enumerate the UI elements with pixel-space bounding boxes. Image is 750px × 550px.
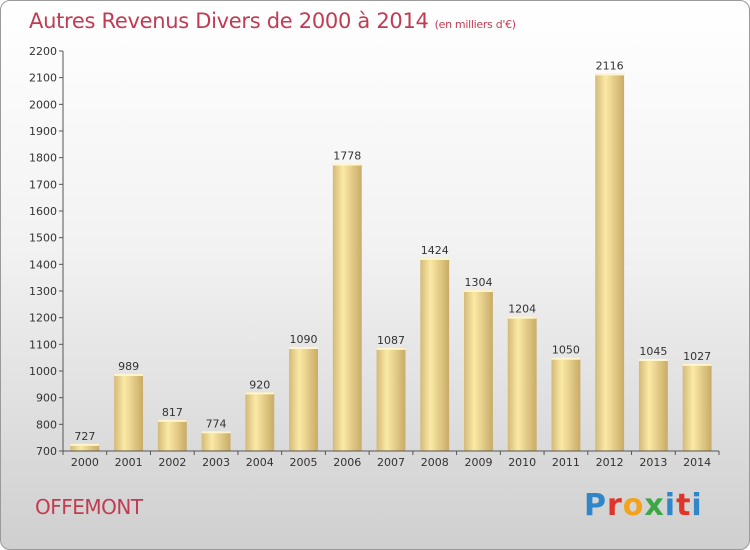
bar-2004[interactable] [245, 392, 275, 451]
y-tick-label: 1800 [29, 152, 57, 165]
bar-2003[interactable] [201, 431, 231, 451]
x-tick-label-2000: 2000 [71, 456, 99, 469]
logo-letter: r [607, 488, 623, 523]
y-tick-label: 1300 [29, 285, 57, 298]
x-tick-label-2014: 2014 [683, 456, 711, 469]
x-tick-label-2001: 2001 [115, 456, 143, 469]
x-tick-label-2003: 2003 [202, 456, 230, 469]
data-label-2006: 1778 [333, 150, 361, 163]
x-tick-label-2013: 2013 [639, 456, 667, 469]
bar-2014[interactable] [682, 363, 712, 451]
logo-letter: i [664, 488, 677, 523]
y-tick-label: 800 [36, 418, 57, 431]
data-label-2007: 1087 [377, 334, 405, 347]
bar-highlight [464, 289, 493, 292]
x-tick-label-2011: 2011 [552, 456, 580, 469]
logo-letter: o [622, 488, 645, 523]
bar-2010[interactable] [507, 316, 537, 451]
y-tick-label: 700 [36, 445, 57, 458]
x-tick-label-2006: 2006 [333, 456, 361, 469]
data-label-2014: 1027 [683, 350, 711, 363]
bar-highlight [245, 392, 275, 395]
bar-highlight [201, 431, 231, 434]
y-tick-label: 1000 [29, 365, 57, 378]
bar-highlight [638, 359, 668, 361]
bars-group: 727 989 817 774 920 1090 1778 1087 1424 1304 1204 1… [70, 59, 712, 452]
data-label-2012: 2116 [596, 59, 624, 72]
data-label-2010: 1204 [508, 303, 536, 316]
bar-highlight [332, 163, 362, 166]
data-label-2004: 920 [249, 378, 270, 391]
bar-2011[interactable] [551, 357, 581, 451]
bar-highlight [595, 73, 625, 76]
bar-2008[interactable] [420, 257, 450, 451]
bar-highlight [289, 347, 318, 349]
bar-2007[interactable] [376, 347, 406, 451]
x-tick-label-2008: 2008 [421, 456, 449, 469]
y-tick-label: 2100 [29, 72, 57, 85]
y-tick-label: 2000 [29, 98, 57, 111]
y-tick-label: 1100 [29, 338, 57, 351]
bar-2006[interactable] [332, 163, 362, 452]
bar-highlight [157, 419, 187, 422]
bar-highlight [420, 257, 450, 260]
logo-letter: P [584, 488, 607, 523]
data-label-2009: 1304 [464, 276, 492, 289]
y-tick-label: 2200 [29, 45, 57, 58]
y-axis: 700 800 900 1000 1100 1200 1300 1400 1500 1600 170… [29, 45, 64, 458]
data-label-2003: 774 [206, 417, 227, 430]
y-tick-label: 1200 [29, 312, 57, 325]
bar-2001[interactable] [114, 373, 144, 451]
y-tick-label: 1500 [29, 232, 57, 245]
town-name: OFFEMONT [35, 495, 143, 519]
x-tick-label-2004: 2004 [246, 456, 274, 469]
data-label-2011: 1050 [552, 344, 580, 357]
data-label-2001: 989 [118, 360, 139, 373]
x-tick-label-2010: 2010 [508, 456, 536, 469]
x-axis: 2000 2001 2002 2003 2004 2005 2006 2007 2008 2009… [62, 450, 720, 469]
bar-2002[interactable] [157, 419, 187, 451]
logo-letter: x [644, 488, 665, 523]
x-tick-label-2009: 2009 [464, 456, 492, 469]
y-tick-label: 1400 [29, 258, 57, 271]
bar-2005[interactable] [289, 347, 318, 451]
logo-letter: t [676, 488, 692, 523]
proxiti-logo[interactable]: Proxiti [584, 488, 703, 523]
bar-highlight [551, 357, 581, 360]
bar-highlight [682, 363, 712, 366]
data-label-2013: 1045 [639, 345, 667, 358]
data-label-2005: 1090 [290, 333, 318, 346]
y-tick-label: 1700 [29, 178, 57, 191]
y-tick-label: 1900 [29, 125, 57, 138]
x-tick-label-2007: 2007 [377, 456, 405, 469]
title-text: Autres Revenus Divers de 2000 à 2014 [29, 9, 429, 33]
bar-2000[interactable] [70, 443, 100, 451]
bar-highlight [70, 443, 100, 446]
bar-2009[interactable] [464, 289, 493, 451]
x-tick-label-2002: 2002 [158, 456, 186, 469]
y-tick-label: 900 [36, 392, 57, 405]
bar-2012[interactable] [595, 73, 625, 452]
bar-highlight [114, 373, 144, 376]
x-tick-label-2005: 2005 [290, 456, 318, 469]
title-unit: (en milliers d'€) [434, 18, 516, 31]
data-label-2008: 1424 [421, 244, 449, 257]
x-tick-label-2012: 2012 [596, 456, 624, 469]
data-label-2000: 727 [74, 430, 95, 443]
bar-2013[interactable] [638, 359, 668, 451]
bar-highlight [507, 316, 537, 319]
logo-letter: i [691, 488, 703, 523]
y-tick-label: 1600 [29, 205, 57, 218]
data-label-2002: 817 [162, 406, 183, 419]
chart-title: Autres Revenus Divers de 2000 à 2014 (en … [29, 9, 516, 33]
bar-highlight [376, 347, 406, 350]
